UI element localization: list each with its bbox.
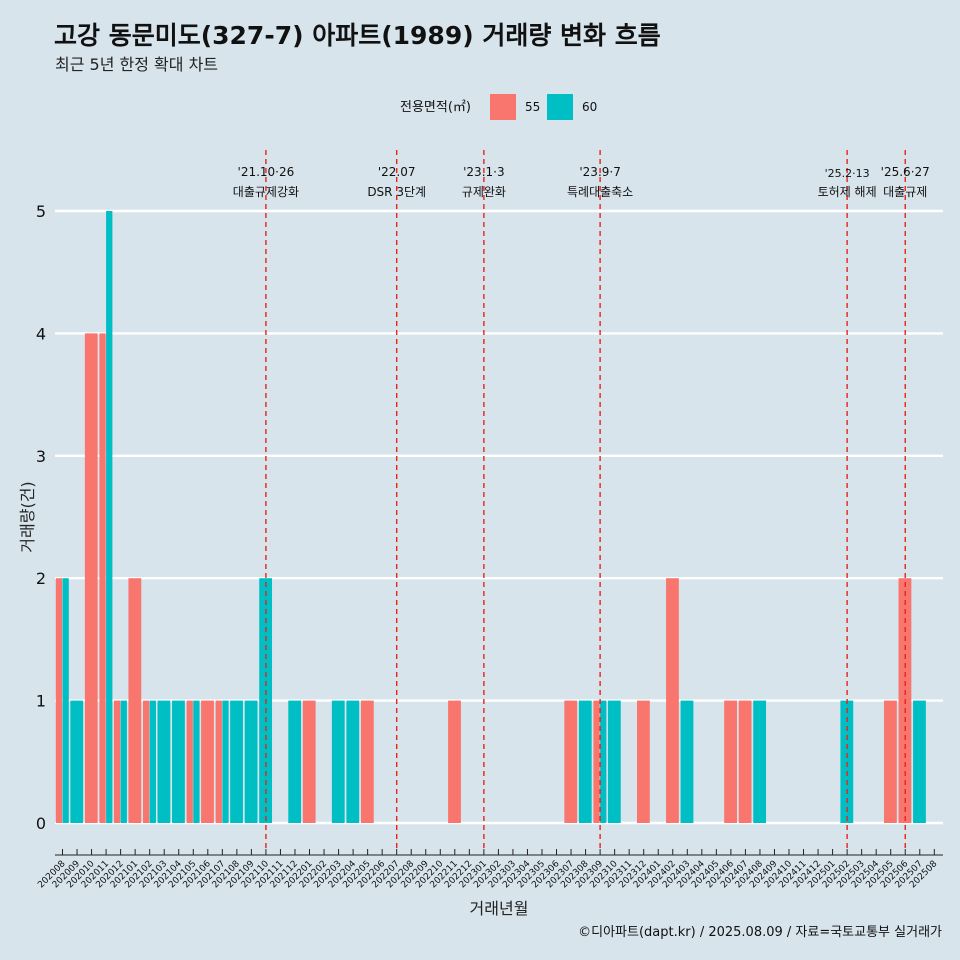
bar-60-202502	[840, 700, 854, 823]
legend-title: 전용면적(㎡)	[400, 100, 471, 115]
bar-60-202507	[913, 700, 926, 823]
y-tick-label: 1	[36, 692, 46, 711]
bar-60-202408	[753, 700, 767, 823]
y-axis-ticks: 0 1 2 3 4 5	[36, 202, 46, 833]
bar-60-202203	[331, 700, 345, 823]
bar-60-202109	[244, 700, 258, 823]
bar-55-202312	[637, 700, 650, 823]
event-date-label: '25.6·27	[881, 165, 930, 179]
bar-60-202104	[172, 700, 185, 823]
event-name-label: DSR 3단계	[367, 185, 426, 199]
legend-label-55: 55	[525, 100, 540, 114]
bar-60-202309	[600, 700, 607, 823]
y-axis-label: 거래량(건)	[18, 481, 37, 552]
bar-55-202205	[360, 700, 374, 823]
y-tick-label: 0	[36, 814, 46, 833]
chart-title: 고강 동문미도(327-7) 아파트(1989) 거래량 변화 흐름	[54, 21, 661, 50]
bar-55-202211	[448, 700, 461, 823]
bar-55-202505	[884, 700, 897, 823]
y-tick-label: 4	[36, 324, 46, 343]
bar-60-202105	[193, 700, 200, 823]
bar-55-202101	[128, 578, 142, 823]
bar-55-202010	[84, 333, 98, 823]
y-tick-label: 3	[36, 447, 46, 466]
y-tick-label: 2	[36, 569, 46, 588]
bar-55-202407	[738, 700, 752, 823]
bar-60-202204	[346, 700, 360, 823]
bar-55-202012	[113, 700, 121, 823]
event-date-label: '21.10·26	[238, 165, 295, 179]
bar-60-202403	[680, 700, 694, 823]
bar-55-202406	[724, 700, 737, 823]
bar-55-202105	[186, 700, 193, 823]
bar-60-202107	[222, 700, 229, 823]
x-axis-label: 거래년월	[470, 899, 529, 918]
bar-55-202107	[215, 700, 222, 823]
event-name-label: 토허제 해제	[818, 185, 877, 199]
bar-55-202102	[142, 700, 150, 823]
bar-60-202009	[70, 700, 84, 823]
bar-60-202103	[157, 700, 171, 823]
event-date-label: '23.9·7	[579, 165, 620, 179]
bar-55-202402	[666, 578, 679, 823]
bar-55-202309	[593, 700, 600, 823]
bar-60-202310	[607, 700, 621, 823]
legend-swatch-55	[490, 94, 516, 120]
event-name-label: 대출규제	[883, 185, 927, 199]
event-name-label: 대출규제강화	[233, 185, 299, 199]
bar-60-202012	[120, 700, 127, 823]
event-date-label: '25.2·13	[825, 167, 870, 180]
bar-55-202106	[201, 700, 214, 823]
bar-55-202307	[564, 700, 578, 823]
event-date-label: '22.07	[378, 165, 416, 179]
bar-55-202201	[302, 700, 316, 823]
gridlines	[55, 209, 943, 825]
event-markers: '21.10·26 대출규제강화 '22.07 DSR 3단계 '23.1·3 규제완화 '…	[233, 150, 930, 852]
bar-60-202008	[62, 578, 69, 823]
bar-60-202308	[578, 700, 592, 823]
caption: ©디아파트(dapt.kr) / 2025.08.09 / 자료=국토교통부 실…	[578, 925, 942, 940]
legend-label-60: 60	[582, 100, 597, 114]
bar-55-202008	[55, 578, 63, 823]
event-date-label: '23.1·3	[463, 165, 504, 179]
bar-55-202011	[99, 333, 106, 823]
bar-60-202108	[230, 700, 243, 823]
event-name-label: 특례대출축소	[567, 185, 633, 199]
bar-60-202112	[288, 700, 302, 823]
legend-swatch-60	[547, 94, 573, 120]
legend: 전용면적(㎡) 55 60	[400, 94, 597, 120]
bar-60-202102	[149, 700, 156, 823]
x-axis: 2020082020092020102020112020122021012021…	[36, 849, 943, 890]
chart-subtitle: 최근 5년 한정 확대 차트	[55, 55, 218, 74]
bar-60-202011	[106, 211, 113, 823]
event-name-label: 규제완화	[462, 185, 506, 199]
y-tick-label: 5	[36, 202, 46, 221]
